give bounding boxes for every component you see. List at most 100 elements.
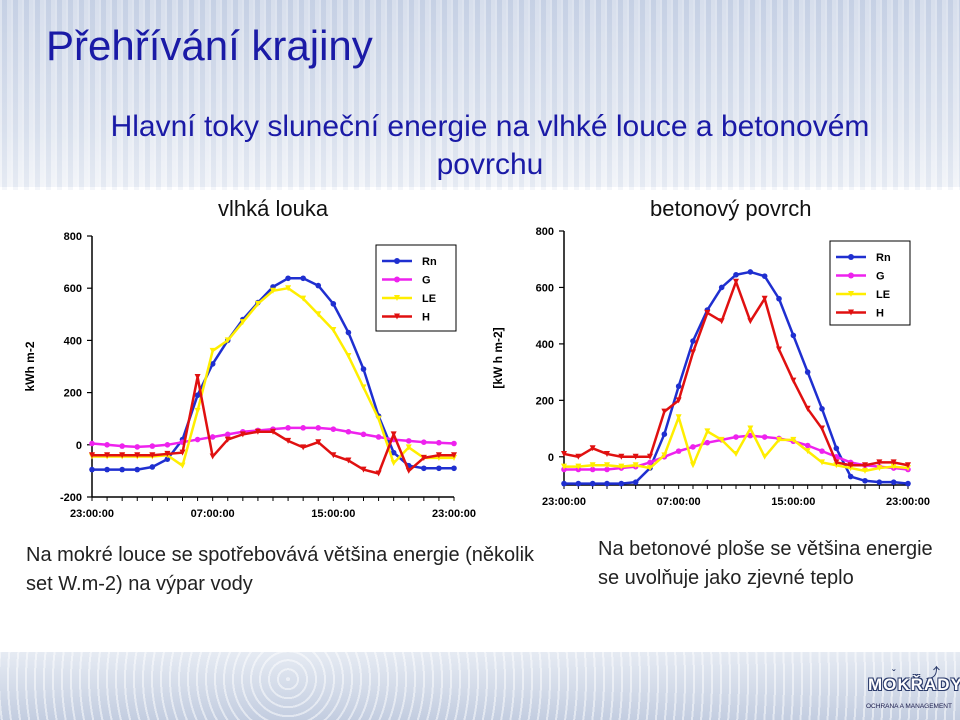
y-tick-label: 400: [536, 339, 554, 351]
data-point: [119, 452, 126, 459]
legend-label: G: [876, 271, 885, 283]
data-point: [690, 349, 696, 356]
data-point: [119, 466, 125, 473]
legend-label: Rn: [422, 256, 437, 268]
x-tick-label: 23:00:00: [432, 508, 476, 520]
logo-name: MOKŘADY: [868, 675, 960, 694]
series-H: [89, 373, 457, 477]
data-point: [604, 466, 610, 473]
data-point: [134, 444, 141, 450]
note-wet-meadow: Na mokré louce se spotřebovává většina e…: [26, 544, 535, 595]
page-title: Přehřívání krajiny: [46, 22, 373, 69]
data-point: [718, 284, 725, 291]
legend-marker: [394, 258, 400, 264]
chart-title-left: vlhká louka: [218, 196, 329, 221]
data-point: [704, 428, 711, 435]
data-point: [675, 383, 682, 390]
data-point: [862, 467, 868, 474]
data-point: [804, 442, 811, 449]
data-point: [330, 301, 337, 307]
data-point: [761, 295, 768, 302]
y-tick-label: 600: [64, 283, 82, 295]
data-point: [209, 453, 216, 460]
series-Rn: [89, 275, 457, 473]
data-point: [618, 480, 625, 487]
note-concrete: Na betonové ploše se většina energie se …: [598, 538, 933, 589]
data-point: [661, 431, 668, 437]
data-point: [436, 465, 442, 472]
x-tick-label: 23:00:00: [542, 496, 586, 508]
data-point: [315, 282, 322, 289]
x-tick-label: 07:00:00: [657, 496, 701, 508]
data-point: [890, 459, 897, 466]
legend-marker: [394, 276, 400, 283]
data-point: [561, 463, 567, 470]
data-point: [776, 295, 782, 302]
legend-label: Rn: [876, 252, 891, 264]
data-point: [164, 456, 171, 462]
chart-wet-meadow: 800 600 400 200 0 -200 23:00:00 07:00:00 15:00:0…: [23, 231, 476, 520]
data-point: [300, 444, 307, 451]
data-point: [704, 439, 711, 446]
data-point: [747, 425, 754, 432]
data-point: [345, 353, 352, 360]
data-point: [405, 467, 412, 474]
data-point: [690, 462, 696, 469]
data-point: [604, 450, 610, 457]
data-point: [89, 440, 95, 447]
data-point: [804, 369, 811, 375]
chart-title-right: betonový povrch: [650, 196, 812, 221]
data-point: [761, 434, 768, 440]
legend-marker: [394, 295, 400, 301]
data-point: [905, 480, 911, 487]
data-point: [575, 480, 582, 487]
data-point: [632, 479, 639, 485]
data-point: [833, 459, 840, 466]
data-point: [632, 453, 639, 460]
data-point: [375, 415, 382, 422]
data-point: [164, 450, 171, 457]
data-point: [804, 405, 811, 412]
data-point: [285, 437, 292, 444]
data-point: [819, 406, 825, 412]
data-point: [104, 452, 111, 459]
legend: Rn G LE H: [829, 240, 911, 326]
y-tick-label: 200: [536, 395, 554, 407]
data-point: [790, 436, 797, 443]
data-point: [315, 425, 322, 431]
data-point: [690, 338, 696, 344]
data-point: [876, 459, 883, 466]
data-point: [618, 453, 625, 460]
data-point: [209, 347, 216, 354]
data-point: [451, 440, 457, 447]
data-point: [330, 426, 337, 432]
data-point: [661, 452, 668, 459]
x-tick-label: 15:00:00: [311, 508, 355, 520]
data-point: [589, 480, 596, 487]
data-point: [876, 465, 883, 472]
x-tick-label: 23:00:00: [70, 508, 114, 520]
y-axis-label: [kW h m-2]: [491, 327, 505, 388]
y-tick-label: 600: [536, 282, 554, 294]
data-point: [104, 442, 110, 448]
data-point: [270, 428, 276, 435]
data-point: [589, 462, 596, 469]
data-point: [134, 452, 141, 459]
data-point: [647, 459, 653, 466]
data-point: [718, 436, 725, 443]
chart-concrete-surface: 800 600 400 200 0 23:00:00 07:00:00 15:00:00 23:…: [491, 226, 930, 508]
data-point: [239, 319, 246, 326]
data-point: [604, 480, 610, 487]
data-point: [421, 439, 427, 445]
footer-background: [0, 652, 960, 720]
data-point: [390, 460, 397, 467]
x-tick-label: 15:00:00: [771, 496, 815, 508]
data-point: [647, 465, 653, 472]
data-point: [239, 431, 246, 438]
data-point: [209, 434, 216, 440]
data-point: [451, 465, 457, 472]
data-point: [194, 392, 201, 399]
data-point: [661, 408, 668, 415]
series-G: [89, 425, 457, 450]
data-point: [360, 431, 367, 438]
